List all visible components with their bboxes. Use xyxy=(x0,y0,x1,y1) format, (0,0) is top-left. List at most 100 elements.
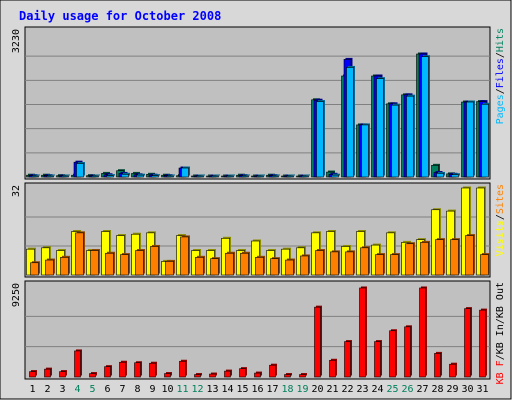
bar-kb-f xyxy=(314,305,322,378)
bar-sites xyxy=(90,249,100,276)
bar-pages xyxy=(91,174,100,178)
bar-sites xyxy=(270,257,280,276)
bar-face xyxy=(374,341,381,378)
bar-sites xyxy=(465,234,475,276)
bar-face xyxy=(466,101,474,178)
bar-face xyxy=(284,374,291,378)
bar-kb-f xyxy=(179,359,187,378)
bar-face xyxy=(376,78,384,178)
bar-face xyxy=(30,262,39,276)
bar-pages xyxy=(286,174,295,178)
bar-face xyxy=(195,257,204,276)
bar-face xyxy=(331,174,339,178)
bar-face xyxy=(119,361,126,378)
bar-face xyxy=(165,261,174,276)
x-tick-label: 19 xyxy=(296,384,308,395)
bar-face xyxy=(149,362,156,378)
bar-face xyxy=(451,174,459,178)
bar-face xyxy=(389,330,396,378)
bar-kb-f xyxy=(434,351,442,378)
bar-face xyxy=(256,175,264,178)
x-tick-label: 7 xyxy=(119,384,125,395)
bar-pages xyxy=(271,174,280,178)
bar-face xyxy=(89,373,96,378)
bar-kb-f xyxy=(389,329,397,378)
x-tick-label: 6 xyxy=(104,384,110,395)
bar-face xyxy=(121,174,129,178)
bar-face xyxy=(420,242,429,276)
bar-face xyxy=(255,257,264,276)
bar-face xyxy=(179,360,186,378)
x-tick-label: 27 xyxy=(416,384,428,395)
bar-face xyxy=(151,175,159,178)
bar-shadow xyxy=(63,174,70,176)
bar-kb-f xyxy=(254,371,262,378)
x-tick-label: 31 xyxy=(476,384,488,395)
bar-face xyxy=(164,373,171,378)
bar-kb-f xyxy=(89,372,97,378)
bar-face xyxy=(29,371,36,378)
bar-face xyxy=(74,350,81,378)
legend-entry: KB F xyxy=(495,360,506,384)
bar-pages xyxy=(241,174,250,178)
bar-face xyxy=(46,175,54,178)
bar-kb-f xyxy=(404,325,412,378)
bar-face xyxy=(271,175,279,178)
bar-kb-f xyxy=(164,372,172,378)
bar-pages xyxy=(421,55,430,178)
legend-entry: Files xyxy=(495,58,506,88)
bar-face xyxy=(434,353,441,378)
bar-face xyxy=(315,250,324,276)
legend-separator: / xyxy=(495,52,506,58)
bar-kb-f xyxy=(194,373,202,378)
x-tick-label: 18 xyxy=(281,384,293,395)
bar-face xyxy=(436,173,444,178)
x-tick-label: 30 xyxy=(461,384,473,395)
bar-face xyxy=(241,175,249,178)
bar-shadow xyxy=(93,174,100,176)
bar-face xyxy=(435,239,444,276)
legend-entry: Pages xyxy=(495,94,506,124)
chart-title: Daily usage for October 2008 xyxy=(19,9,221,23)
bar-sites xyxy=(60,255,70,276)
bar-pages xyxy=(76,162,85,178)
bar-kb-f xyxy=(479,308,487,378)
bar-face xyxy=(344,341,351,378)
legend-entry: KB Out xyxy=(495,282,506,318)
bar-shadow xyxy=(33,174,40,176)
x-tick-label: 21 xyxy=(326,384,338,395)
bar-sites xyxy=(105,251,115,276)
bar-sites xyxy=(285,258,295,276)
bar-face xyxy=(301,175,309,178)
bar-face xyxy=(285,259,294,276)
bar-sites xyxy=(480,253,490,276)
bar-face xyxy=(390,254,399,276)
bar-face xyxy=(166,175,174,178)
bar-face xyxy=(269,364,276,378)
y-max-label-hits: 3230 xyxy=(11,29,22,53)
bar-face xyxy=(210,258,219,276)
bar-kb-f xyxy=(359,286,367,378)
bar-shadow xyxy=(303,174,310,176)
bar-pages xyxy=(211,174,220,178)
bar-face xyxy=(361,124,369,178)
x-tick-label: 16 xyxy=(251,384,263,395)
bar-pages xyxy=(451,173,460,178)
x-tick-label: 29 xyxy=(446,384,458,395)
bar-sites xyxy=(210,257,220,276)
bar-shadow xyxy=(243,174,250,176)
bar-face xyxy=(209,373,216,378)
legend-separator: / xyxy=(495,354,506,360)
bar-face xyxy=(135,250,144,276)
bar-face xyxy=(224,370,231,378)
bar-pages xyxy=(106,174,115,178)
x-tick-label: 17 xyxy=(266,384,278,395)
bar-sites xyxy=(150,244,160,276)
bar-kb-f xyxy=(149,361,157,378)
bar-sites xyxy=(120,253,130,276)
bar-face xyxy=(106,175,114,178)
x-tick-label: 9 xyxy=(149,384,155,395)
bar-pages xyxy=(361,123,370,178)
